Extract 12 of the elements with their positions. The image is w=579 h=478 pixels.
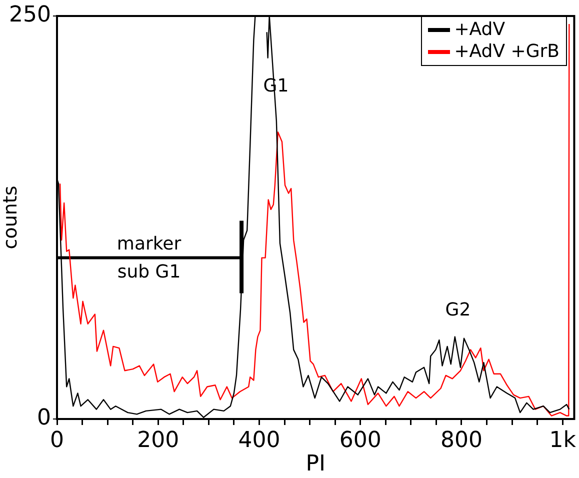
y-axis-title: counts (0, 186, 22, 250)
legend-label: +AdV +GrB (454, 41, 560, 63)
x-tick-label: 1k (549, 428, 576, 453)
x-tick-label: 600 (339, 428, 382, 453)
x-tick-label: 400 (238, 428, 280, 453)
annotation: G2 (445, 300, 471, 321)
annotation: marker sub G1 (116, 233, 182, 282)
y-tick-label: 250 (9, 2, 51, 28)
x-tick-label: 800 (440, 428, 482, 453)
x-axis-title: PI (306, 452, 326, 477)
legend-label: +AdV (454, 19, 506, 41)
x-tick-label: 200 (137, 428, 180, 453)
